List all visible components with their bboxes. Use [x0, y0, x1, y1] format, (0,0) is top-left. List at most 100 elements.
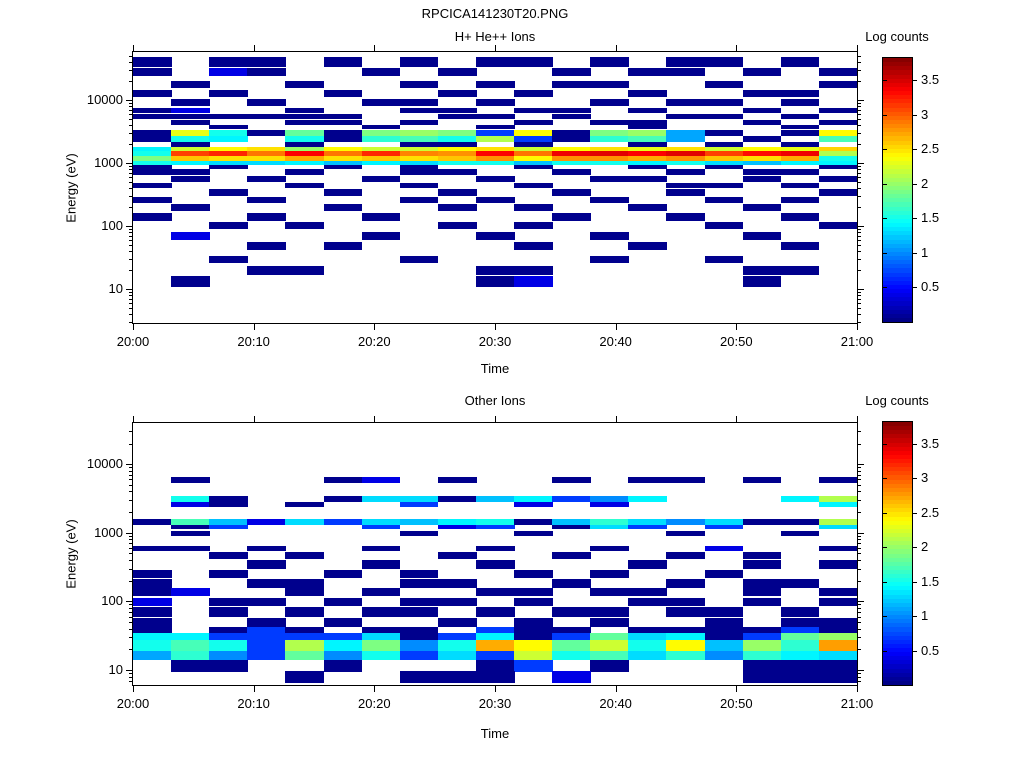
y-axis-tick [129, 102, 132, 104]
heatmap-cell [285, 578, 325, 588]
y-axis-tick [858, 62, 861, 64]
y-axis-tick [129, 621, 132, 623]
heatmap-cell [133, 578, 172, 588]
heatmap-cell [399, 99, 439, 106]
colorbar-segment [883, 111, 912, 117]
heatmap-cell [514, 627, 553, 634]
panel2-title: Other Ions [464, 393, 526, 408]
heatmap-cell [514, 531, 553, 537]
heatmap-cell [514, 496, 553, 502]
heatmap-cell [475, 607, 515, 617]
y-axis-tick [129, 132, 132, 134]
heatmap-cell [742, 276, 782, 287]
heatmap-cell [209, 255, 248, 264]
heatmap-cell [133, 151, 172, 157]
heatmap-cell [666, 156, 706, 162]
heatmap-cell [628, 650, 668, 661]
heatmap-cell [475, 519, 515, 526]
heatmap-cell [628, 125, 668, 130]
heatmap-cell [628, 119, 668, 125]
heatmap-cell [780, 578, 820, 588]
heatmap-cell [742, 151, 782, 157]
heatmap-cell [666, 552, 706, 559]
heatmap-cell [628, 519, 668, 526]
heatmap-cell [666, 57, 706, 67]
heatmap-cell [780, 496, 820, 502]
colorbar-segment [883, 582, 912, 587]
heatmap-cell [437, 650, 477, 661]
colorbar-tick [883, 183, 887, 185]
heatmap-cell [818, 546, 857, 552]
heatmap-cell [361, 156, 401, 162]
heatmap-cell [666, 135, 706, 142]
heatmap-cell [247, 175, 287, 182]
x-axis-tick [857, 416, 858, 422]
x-axis-tick [615, 686, 617, 692]
heatmap-cell [323, 519, 363, 526]
heatmap-cell [285, 113, 325, 119]
heatmap-cell [552, 113, 591, 119]
y-axis-tick [129, 69, 132, 71]
colorbar-segment [883, 165, 912, 170]
heatmap-cell [437, 671, 477, 684]
heatmap-cell [437, 130, 477, 137]
heatmap-cell [133, 640, 172, 652]
y-axis-tick [858, 251, 861, 253]
heatmap-cell [590, 146, 629, 152]
colorbar-segment [883, 194, 912, 199]
colorbar-segment [883, 512, 912, 518]
y-axis-tick [129, 55, 132, 57]
y-axis-tick [129, 125, 132, 127]
heatmap-cell [818, 627, 857, 634]
heatmap-cell [399, 650, 439, 661]
x-axis-tick [857, 686, 858, 692]
heatmap-cell [666, 160, 706, 166]
x-axis-tick [857, 324, 858, 330]
colorbar-segment [883, 198, 912, 203]
y-axis-tick [858, 295, 861, 297]
heatmap-cell [628, 633, 668, 641]
heatmap-plot-area-2 [133, 423, 857, 685]
heatmap-cell [628, 156, 668, 162]
y-axis-tick [129, 500, 132, 501]
y-axis-tick [858, 298, 861, 300]
colorbar-segment [883, 128, 912, 133]
colorbar-segment [883, 103, 912, 109]
heatmap-cell [628, 135, 668, 142]
heatmap-cell [209, 160, 248, 166]
y-axis-tick [858, 232, 861, 234]
colorbar-segment [883, 293, 912, 298]
heatmap-cell [704, 546, 744, 552]
heatmap-cell [247, 597, 287, 607]
heatmap-cell [552, 68, 591, 77]
heatmap-cell [437, 89, 477, 97]
colorbar-segment [883, 561, 912, 567]
heatmap-cell [133, 160, 172, 166]
heatmap-cell [399, 151, 439, 157]
colorbar-segment [883, 301, 912, 307]
heatmap-cell [437, 597, 477, 607]
colorbar-segment [883, 78, 912, 84]
heatmap-cell [590, 175, 629, 182]
colorbar-segment [883, 426, 912, 431]
y-axis-tick [858, 132, 861, 134]
heatmap-cell [399, 81, 439, 88]
colorbar-tick [883, 218, 887, 220]
heatmap-cell [742, 640, 782, 652]
colorbar-tick-label: 1 [921, 244, 929, 260]
colorbar-tick-label: 1.5 [921, 573, 940, 589]
heatmap-cell [780, 89, 820, 97]
heatmap-cell [628, 496, 668, 502]
heatmap-cell [133, 68, 172, 77]
heatmap-cell [818, 671, 857, 684]
y-axis-tick [858, 669, 864, 671]
heatmap-cell [818, 189, 857, 197]
x-axis-tick [736, 324, 738, 330]
colorbar-segment [883, 82, 912, 88]
y-axis-tick [858, 616, 861, 618]
heatmap-cell [514, 156, 553, 162]
heatmap-cell [742, 597, 782, 607]
colorbar-segment [883, 475, 912, 481]
heatmap-cell [399, 142, 439, 147]
y-axis-tick [858, 55, 861, 57]
